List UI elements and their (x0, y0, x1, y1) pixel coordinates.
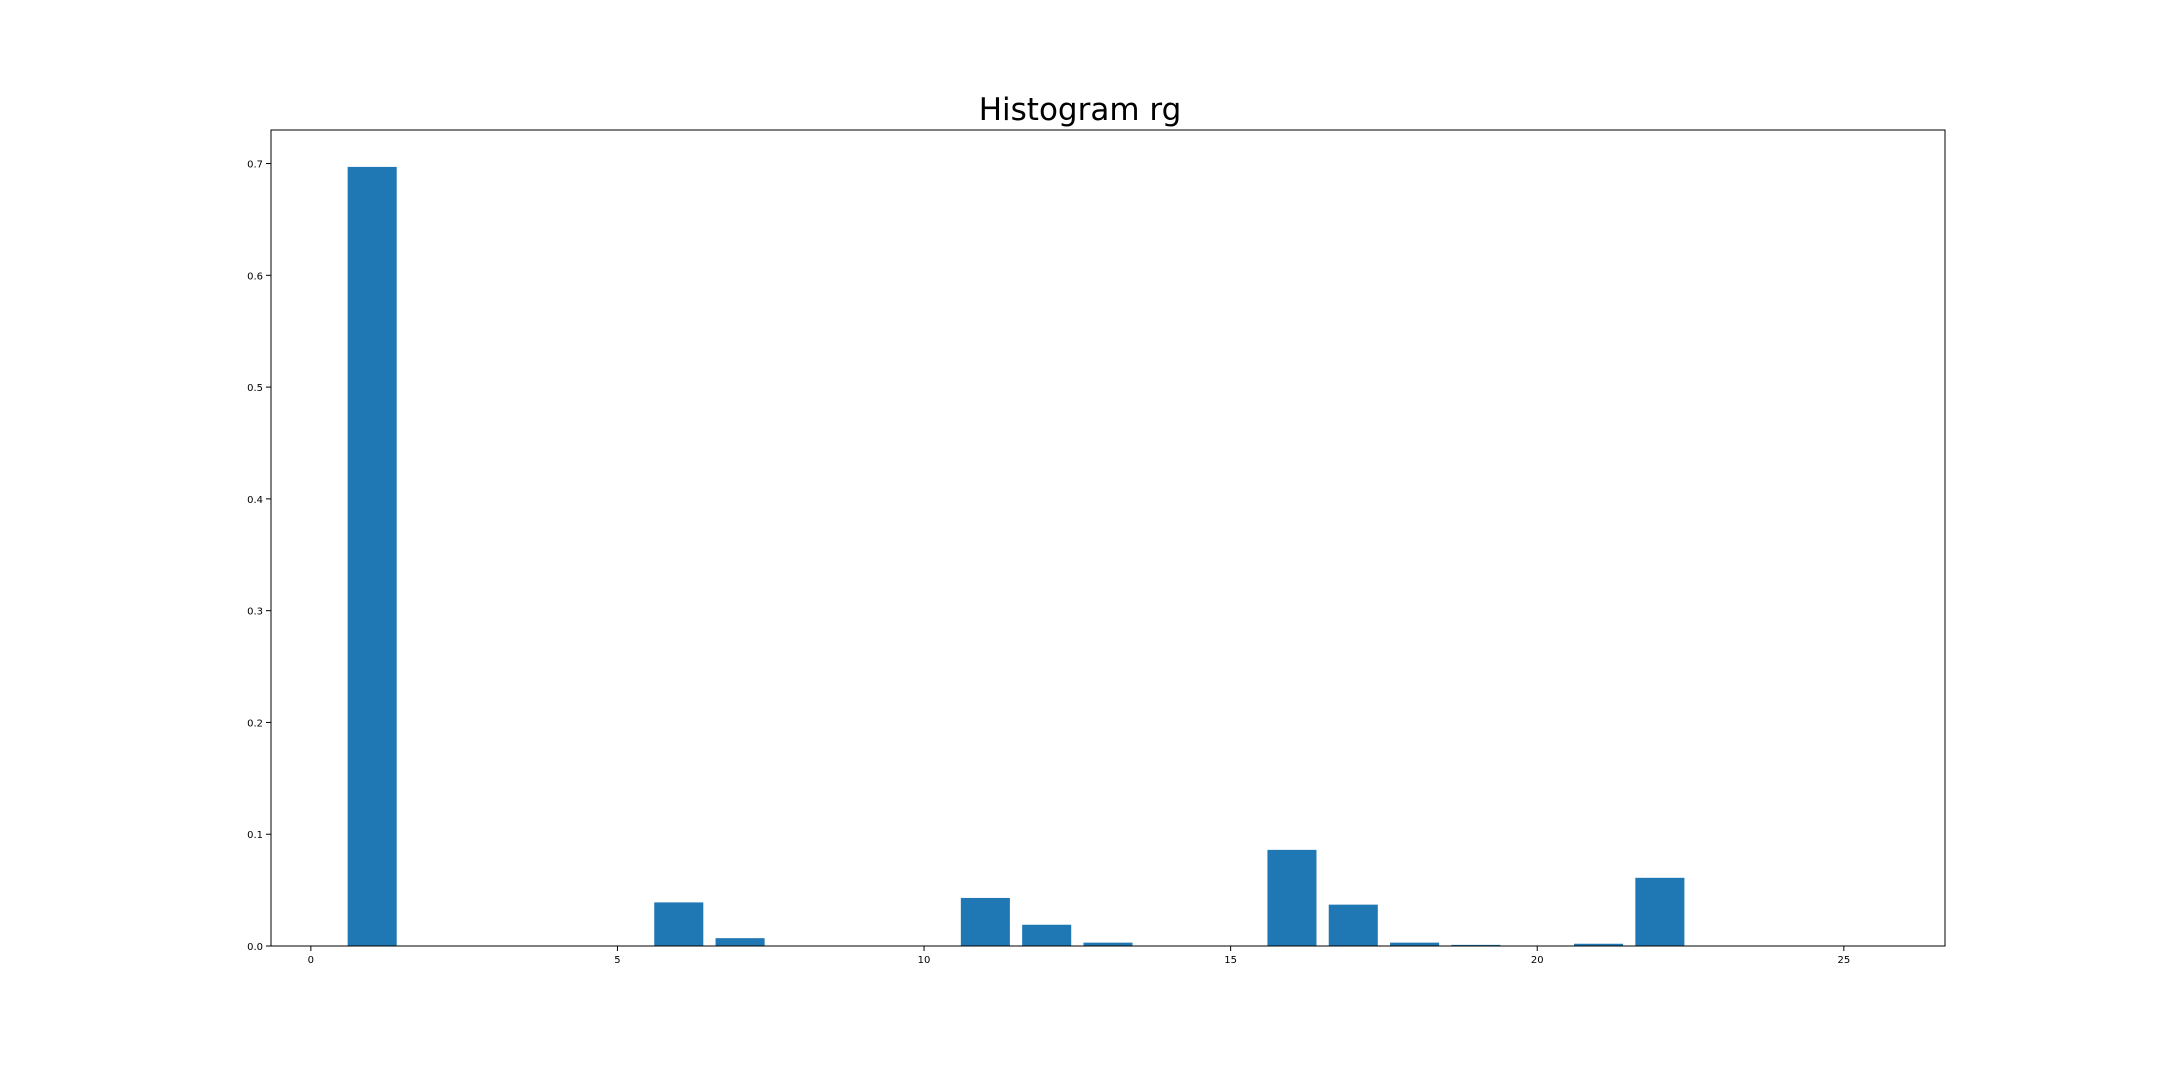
bar-16 (1267, 849, 1317, 946)
x-tick-label: 10 (918, 955, 931, 966)
bar-13 (1083, 942, 1133, 946)
y-tick-label: 0.1 (247, 830, 263, 841)
bar-21 (1574, 943, 1624, 946)
y-tick-label: 0.6 (247, 271, 263, 282)
bar-6 (654, 902, 704, 946)
x-tick-label: 25 (1837, 955, 1850, 966)
bars-group (347, 166, 1685, 946)
bar-18 (1390, 942, 1440, 946)
bar-1 (347, 166, 397, 946)
y-tick-label: 0.2 (247, 718, 263, 729)
x-tick-label: 20 (1531, 955, 1544, 966)
x-tick-label: 15 (1224, 955, 1237, 966)
y-tick-label: 0.4 (247, 495, 263, 506)
y-tick-label: 0.0 (247, 942, 263, 953)
x-tick-label: 5 (614, 955, 620, 966)
chart-title: Histogram rg (978, 92, 1182, 128)
bar-7 (715, 938, 765, 946)
axes-frame (270, 129, 1946, 947)
bar-22 (1635, 877, 1685, 946)
y-tick-label: 0.7 (247, 160, 263, 171)
bar-12 (1022, 924, 1072, 946)
y-axis-ticks: 0.0 0.1 0.2 0.3 0.4 0.5 0.6 0.7 (247, 160, 271, 953)
y-tick-label: 0.3 (247, 607, 263, 618)
x-tick-label: 0 (308, 955, 314, 966)
bar-19 (1451, 944, 1501, 946)
x-axis-ticks: 0 5 10 15 20 25 (308, 946, 1850, 966)
bar-17 (1328, 904, 1378, 946)
bar-11 (960, 897, 1010, 946)
y-tick-label: 0.5 (247, 383, 263, 394)
